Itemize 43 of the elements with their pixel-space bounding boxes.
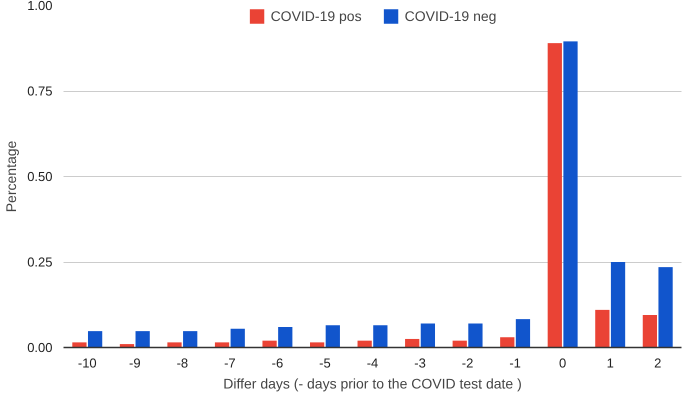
y-tick-label: 0.00: [27, 340, 53, 355]
y-axis-title: Percentage: [3, 140, 20, 212]
bar: [452, 340, 467, 348]
legend-label: COVID-19 pos: [270, 8, 362, 24]
bar: [136, 331, 150, 348]
x-tick-label: -8: [176, 356, 188, 370]
bar: [278, 326, 292, 348]
x-tick-label: 1: [606, 356, 614, 370]
bar: [658, 267, 673, 348]
x-axis-title: Differ days (- days prior to the COVID test date ): [223, 376, 522, 392]
x-tick-label: -3: [414, 356, 426, 370]
y-tick-label: 0.75: [27, 84, 53, 98]
bar: [610, 262, 626, 348]
legend-label: COVID-19 neg: [404, 8, 496, 24]
x-tick-label: 2: [654, 356, 662, 370]
bar: [595, 310, 610, 348]
x-tick-label: -1: [509, 356, 521, 370]
x-tick-label: -2: [462, 356, 474, 370]
y-tick-label: 0.25: [27, 254, 53, 270]
x-tick-label: 0: [559, 356, 566, 370]
bar: [420, 324, 436, 348]
x-tick-label: -7: [224, 356, 236, 370]
bar: [642, 315, 658, 348]
bar: [326, 325, 340, 348]
bar: [548, 43, 562, 348]
x-tick-label: -5: [319, 356, 331, 370]
x-tick-label: -9: [129, 356, 141, 370]
bar: [405, 338, 420, 348]
bar: [88, 331, 102, 348]
bar: [373, 325, 388, 348]
bar: [468, 324, 483, 348]
bar: [183, 331, 198, 348]
bar: [262, 340, 277, 348]
x-tick-label: -10: [78, 356, 97, 370]
bar: [358, 340, 372, 348]
x-tick-label: -4: [366, 356, 378, 370]
bar: [500, 337, 514, 348]
bar: [516, 319, 530, 348]
bar: [230, 328, 245, 348]
y-tick-label: 1.00: [27, 0, 53, 13]
x-tick-label: -6: [272, 356, 284, 370]
bar: [563, 41, 578, 348]
y-tick-label: 0.50: [27, 169, 53, 184]
